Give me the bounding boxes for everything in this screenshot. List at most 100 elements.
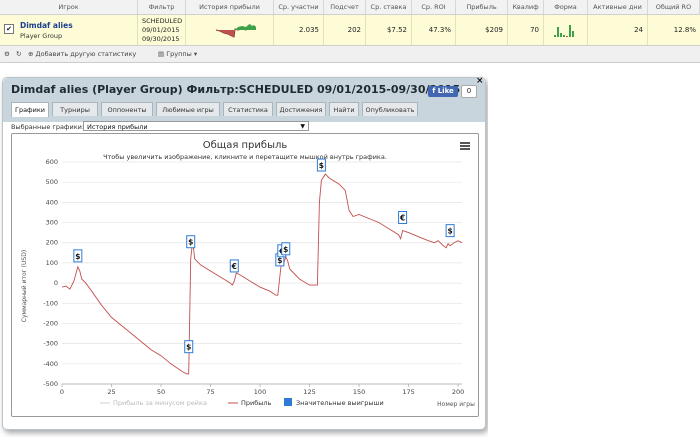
big-win-flag-symbol: €	[231, 262, 237, 271]
cell-profit-sparkline	[186, 15, 274, 45]
y-tick-label: -400	[43, 360, 58, 368]
facebook-like-count: 0	[461, 85, 477, 98]
big-win-flag[interactable]: $	[184, 340, 194, 354]
legend-profit-label[interactable]: Прибыль	[241, 399, 272, 407]
big-win-flag-box	[316, 158, 326, 172]
big-win-flag[interactable]: €	[398, 211, 408, 225]
big-win-flag-symbol: $	[75, 252, 80, 261]
big-win-flag-box	[398, 211, 408, 225]
big-win-flag[interactable]: $	[445, 224, 455, 238]
big-win-flag-symbol: $	[188, 238, 193, 247]
selected-charts-label: Выбранные графики:	[11, 123, 85, 131]
x-tick-label: 100	[254, 388, 266, 396]
legend-bigwin-label[interactable]: Значительные выигрыши	[296, 399, 384, 407]
facebook-icon: f	[432, 87, 438, 95]
tab-find[interactable]: Найти	[329, 102, 359, 116]
big-win-flag[interactable]: $	[73, 249, 83, 263]
facebook-like-button[interactable]: f Like	[428, 86, 458, 97]
tab-tournaments[interactable]: Турниры	[52, 102, 98, 116]
profit-chart-svg: Общая прибыль Чтобы увеличить изображени…	[21, 140, 475, 408]
cell-filter: SCHEDULED 09/01/2015 09/30/2015	[138, 15, 186, 45]
chart-series	[61, 173, 463, 375]
x-tick-label: 150	[353, 388, 365, 396]
tab-favorite-games[interactable]: Любимые игры	[156, 102, 220, 116]
cell-form	[544, 15, 588, 45]
x-tick-label: 200	[452, 388, 464, 396]
settings-icon[interactable]: ⚙	[4, 50, 10, 58]
y-tick-label: -500	[43, 380, 58, 388]
filter-line: SCHEDULED	[142, 17, 183, 25]
col-profit[interactable]: Прибыль	[456, 0, 508, 14]
y-tick-label: -300	[43, 340, 58, 348]
stats-table: Игрок Фильтр История прибыли Ср. участни…	[0, 0, 700, 63]
col-count[interactable]: Подсчет	[324, 0, 366, 14]
y-tick-labels: -500 -400 -300 -200 -100 0 100 200 300 400 500 600	[43, 158, 58, 388]
stats-table-header: Игрок Фильтр История прибыли Ср. участни…	[0, 0, 700, 15]
big-win-flag-box	[229, 259, 239, 273]
big-win-flag[interactable]: $	[281, 242, 291, 256]
stats-toolbar: ⚙ ↻ ⊕ Добавить другую статистику ▤ Групп…	[0, 46, 700, 63]
groups-button[interactable]: ▤ Группы ▾	[158, 49, 197, 59]
y-tick-label: 300	[46, 219, 58, 227]
y-tick-label: 0	[54, 279, 58, 287]
col-active-days[interactable]: Активные дни	[588, 0, 648, 14]
table-row[interactable]: ✔ Dimdaf alies Player Group SCHEDULED 09…	[0, 15, 700, 46]
tab-statistics[interactable]: Статистика	[223, 102, 273, 116]
big-win-flag-box	[281, 242, 291, 256]
x-tick-label: 0	[60, 388, 64, 396]
chart-menu-icon[interactable]	[460, 142, 470, 150]
tab-achievements[interactable]: Достижения	[276, 102, 326, 116]
facebook-like-label: Like	[437, 87, 454, 95]
x-axis-label: Номер игры	[437, 401, 475, 408]
add-stat-button[interactable]: ⊕ Добавить другую статистику	[28, 49, 136, 59]
tab-publish[interactable]: Опубликовать	[362, 102, 418, 116]
col-avg-roi[interactable]: Ср. ROI	[412, 0, 456, 14]
x-tick-label: 125	[303, 388, 315, 396]
col-avg-participants[interactable]: Ср. участни	[274, 0, 324, 14]
col-total-roi[interactable]: Общий RO	[648, 0, 700, 14]
big-win-flag-symbol: €	[399, 214, 405, 223]
cell-profit: $209	[456, 15, 508, 45]
chart-select-value: История прибыли	[87, 123, 148, 131]
plus-icon: ⊕	[28, 50, 36, 58]
chart-subtitle: Чтобы увеличить изображение, кликните и …	[103, 153, 387, 161]
y-tick-label: -200	[43, 319, 58, 327]
big-win-flag-symbol: $	[448, 227, 453, 236]
big-win-flag[interactable]: €	[229, 259, 239, 273]
form-bars	[554, 25, 574, 37]
col-filter[interactable]: Фильтр	[138, 0, 186, 14]
profit-series-line	[61, 173, 463, 375]
col-qualif[interactable]: Квалиф	[508, 0, 544, 14]
chart-select[interactable]: История прибыли ▼	[83, 121, 309, 131]
modal-header: Dimdaf alies (Player Group) Фильтр:SCHED…	[3, 76, 485, 122]
player-stats-modal: Dimdaf alies (Player Group) Фильтр:SCHED…	[2, 76, 486, 430]
legend-bigwin-swatch	[284, 398, 292, 406]
player-name-link[interactable]: Dimdaf alies	[20, 21, 73, 30]
legend-rake-label[interactable]: Прибыль за минусом рейка	[113, 399, 207, 407]
big-win-flag-symbol: $	[186, 343, 191, 352]
refresh-icon[interactable]: ↻	[16, 50, 22, 58]
profit-chart[interactable]: Общая прибыль Чтобы увеличить изображени…	[11, 133, 479, 417]
y-tick-label: -100	[43, 299, 58, 307]
tab-charts[interactable]: Графики	[11, 102, 49, 117]
big-win-flag-box	[186, 235, 196, 249]
big-win-flag[interactable]: $	[316, 158, 326, 172]
col-form[interactable]: Форма	[544, 0, 588, 14]
big-win-flag-box	[445, 224, 455, 238]
cell-avg-participants: 2.035	[274, 15, 324, 45]
row-checkbox[interactable]: ✔	[4, 24, 14, 34]
cell-avg-roi: 47.3%	[412, 15, 456, 45]
big-win-flags: $$$€$€$$€$	[73, 158, 455, 354]
chevron-down-icon: ▾	[191, 50, 198, 58]
cell-total-roi: 12.8%	[673, 26, 696, 34]
close-icon[interactable]: ×	[476, 76, 484, 86]
big-win-flag[interactable]: $	[186, 235, 196, 249]
col-profit-history[interactable]: История прибыли	[186, 0, 274, 14]
cell-qualif: 70	[508, 15, 544, 45]
tab-opponents[interactable]: Оппоненты	[101, 102, 153, 116]
col-avg-stake[interactable]: Ср. ставка	[366, 0, 412, 14]
y-tick-label: 100	[46, 259, 58, 267]
add-stat-label: Добавить другую статистику	[35, 50, 137, 58]
col-player[interactable]: Игрок	[0, 0, 138, 14]
chart-legend: Прибыль за минусом рейка Прибыль Значите…	[100, 398, 384, 407]
